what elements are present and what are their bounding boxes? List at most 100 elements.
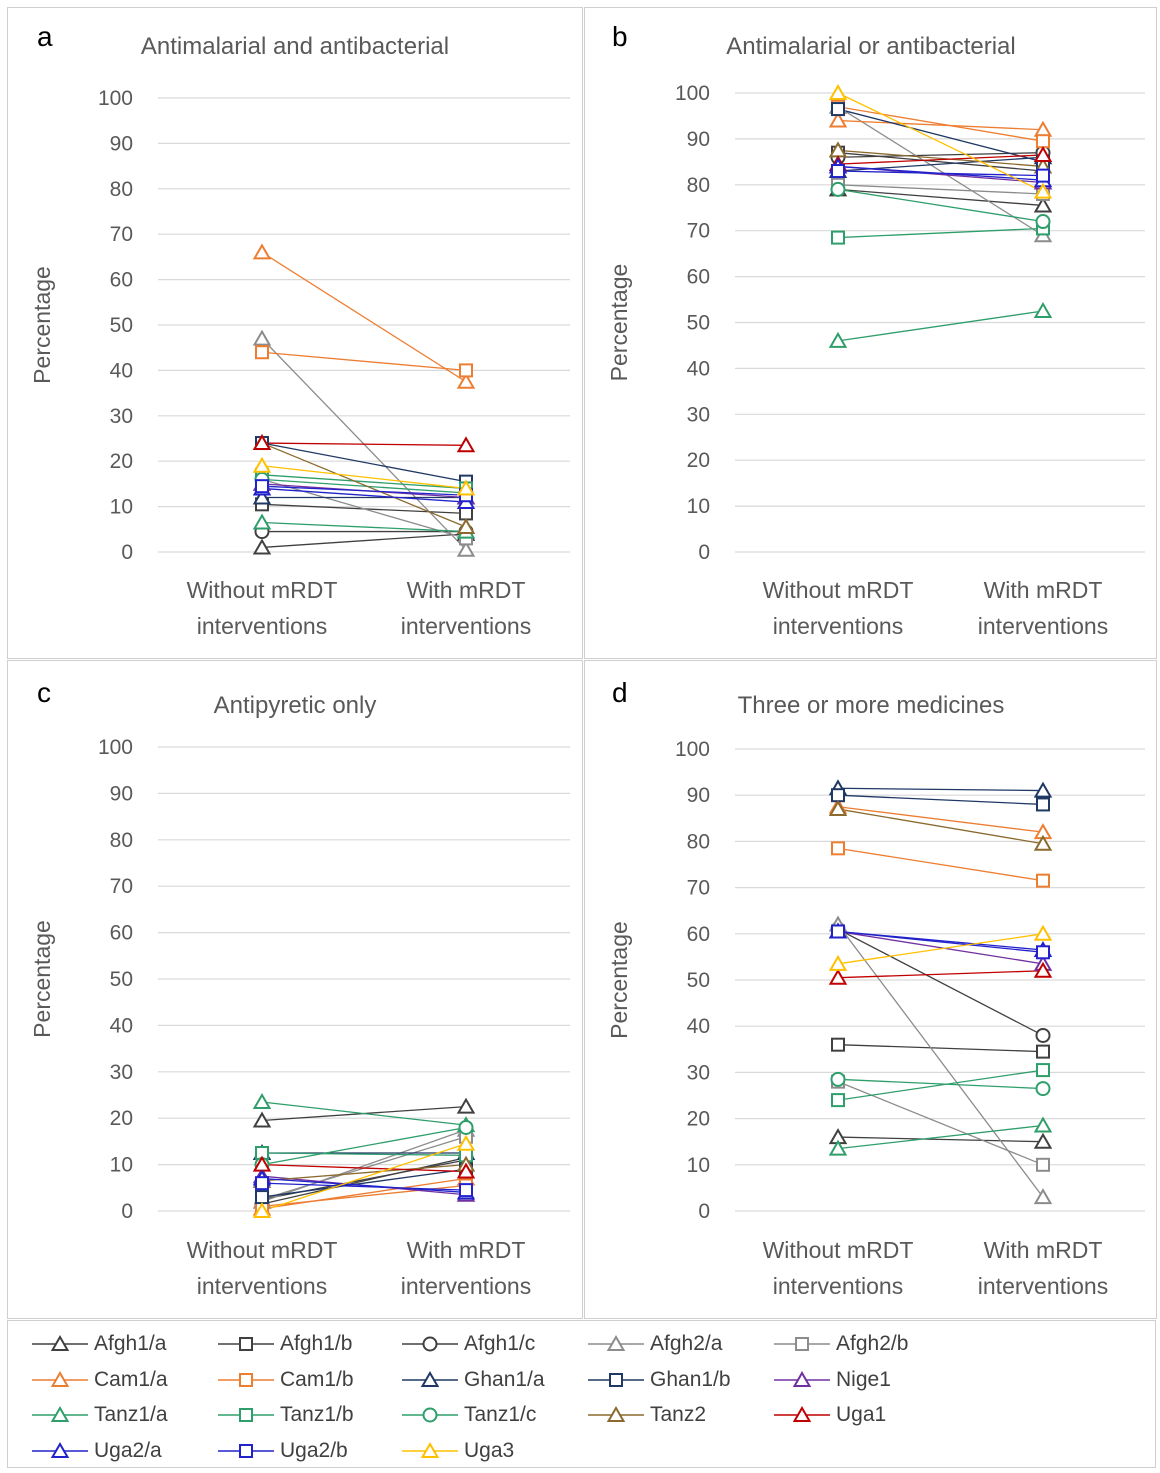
series-line — [261, 1177, 467, 1194]
series-line — [261, 1177, 467, 1210]
data-point — [1036, 873, 1050, 888]
y-tick-label: 20 — [110, 450, 133, 473]
series-line — [837, 92, 1044, 193]
legend-item: Afgh2/a — [586, 1327, 722, 1361]
legend-marker — [606, 1334, 626, 1351]
data-point — [1033, 145, 1053, 162]
x-category-label: Without mRDT interventions — [187, 1237, 338, 1299]
y-tick-label: 40 — [687, 357, 710, 380]
legend-item: Uga2/b — [216, 1434, 348, 1468]
panel-letter: c — [37, 677, 51, 708]
data-point — [1036, 945, 1050, 960]
legend-marker — [50, 1370, 70, 1387]
legend-label: Ghan1/b — [650, 1368, 731, 1391]
legend-label: Tanz1/a — [94, 1403, 168, 1426]
series-line — [837, 106, 1044, 236]
series-line — [261, 442, 467, 446]
data-point — [252, 329, 272, 346]
data-point — [828, 331, 848, 348]
y-tick-label: 70 — [687, 877, 710, 900]
y-tick-label: 90 — [687, 784, 710, 807]
series-line — [261, 251, 467, 383]
legend-label: Afgh1/c — [464, 1332, 536, 1355]
series-line — [837, 794, 1044, 806]
data-point — [252, 1111, 272, 1128]
legend-item: Uga1 — [772, 1398, 886, 1432]
legend-marker — [239, 1373, 253, 1387]
data-point — [830, 181, 846, 197]
legend-marker — [792, 1405, 812, 1422]
data-point — [831, 230, 845, 245]
data-point — [252, 434, 272, 451]
series-line — [837, 152, 1044, 172]
data-point — [1033, 182, 1053, 199]
data-point — [458, 1119, 474, 1135]
y-tick-label: 40 — [110, 359, 133, 382]
panel-letter: a — [37, 21, 53, 52]
legend-marker — [50, 1405, 70, 1422]
x-category-label: Without mRDT interventions — [763, 577, 914, 639]
data-point — [459, 363, 473, 378]
legend-marker-icon — [402, 1407, 458, 1423]
legend-marker — [422, 1407, 438, 1423]
y-tick-label: 60 — [110, 269, 133, 292]
data-point — [828, 968, 848, 985]
data-point — [831, 164, 845, 179]
series-line — [837, 1136, 1044, 1143]
data-point — [1036, 168, 1050, 183]
y-tick-label: 50 — [110, 314, 133, 337]
x-category-label: With mRDT interventions — [978, 577, 1108, 639]
panel-border — [584, 7, 1157, 659]
y-tick-label: 40 — [110, 1014, 133, 1037]
legend-label: Uga3 — [464, 1439, 515, 1462]
y-tick-label: 0 — [121, 1200, 133, 1223]
series-line — [837, 119, 1044, 131]
legend-marker-icon — [218, 1337, 274, 1351]
legend-marker-icon — [402, 1441, 458, 1458]
series-line — [837, 808, 1044, 845]
data-point — [828, 83, 848, 100]
y-tick-label: 30 — [687, 403, 710, 426]
data-point — [252, 513, 272, 530]
series-line — [837, 310, 1044, 342]
data-point — [1033, 834, 1053, 851]
data-point — [828, 111, 848, 128]
data-point — [1036, 134, 1050, 149]
legend: Afgh1/a Afgh1/b Afgh1/c Afgh2/a Afgh2/b Cam1/… — [7, 1320, 1156, 1468]
legend-item: Afgh1/b — [216, 1327, 352, 1361]
data-point — [255, 345, 269, 360]
data-point — [831, 102, 845, 117]
legend-marker — [792, 1370, 812, 1387]
legend-marker-icon — [774, 1405, 830, 1422]
y-tick-label: 70 — [110, 875, 133, 898]
legend-marker-icon — [218, 1444, 274, 1458]
y-axis-label: Percentage — [606, 921, 632, 1039]
legend-label: Afgh2/b — [836, 1332, 909, 1355]
series-line — [837, 924, 1044, 1198]
data-point — [1036, 1157, 1050, 1172]
legend-label: Afgh2/a — [650, 1332, 723, 1355]
y-tick-label: 90 — [110, 782, 133, 805]
legend-item: Tanz2 — [586, 1398, 706, 1432]
y-tick-label: 70 — [687, 220, 710, 243]
data-point — [1036, 1044, 1050, 1059]
series-line — [837, 188, 1044, 207]
legend-item: Afgh2/b — [772, 1327, 908, 1361]
data-point — [1033, 1132, 1053, 1149]
y-tick-label: 10 — [110, 496, 133, 519]
legend-marker-icon — [588, 1373, 644, 1387]
y-tick-label: 60 — [687, 266, 710, 289]
legend-marker — [239, 1337, 253, 1351]
legend-item: Afgh1/a — [30, 1327, 166, 1361]
data-point — [831, 841, 845, 856]
series-line — [261, 1163, 467, 1173]
legend-marker-icon — [402, 1336, 458, 1352]
panel-border — [7, 7, 583, 659]
y-tick-label: 50 — [110, 968, 133, 991]
data-point — [252, 538, 272, 555]
y-tick-label: 10 — [110, 1154, 133, 1177]
y-tick-label: 90 — [687, 128, 710, 151]
series-line — [837, 787, 1044, 792]
series-line — [837, 1124, 1044, 1150]
